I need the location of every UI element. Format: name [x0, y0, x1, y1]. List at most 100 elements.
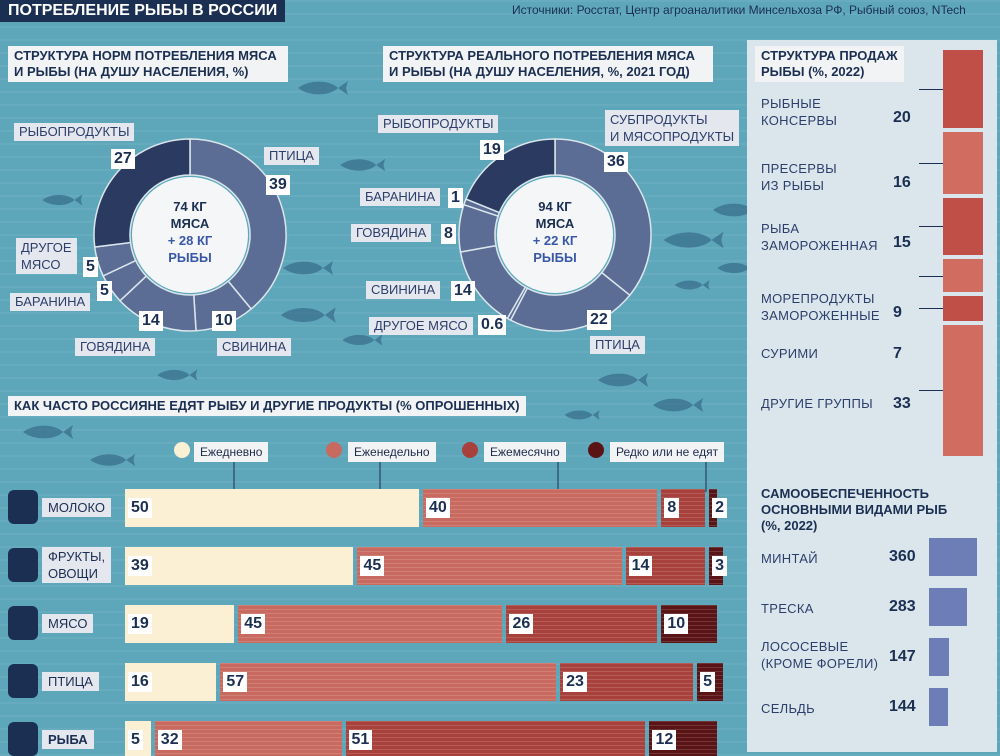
donut-hole	[497, 177, 613, 293]
freq-bar-value: 40	[426, 498, 450, 518]
fish-icon	[342, 334, 383, 346]
donut2-value-pork: 14	[451, 281, 475, 301]
donut2-label-beef: ГОВЯДИНА	[351, 224, 432, 242]
donut1-label-fish: РЫБОПРОДУКТЫ	[14, 123, 135, 141]
sales-bar-segment	[943, 324, 983, 456]
sales-title-line2: РЫБЫ (%, 2022)	[761, 64, 865, 79]
freq-bar-value: 12	[652, 730, 677, 750]
sales-connector	[919, 390, 943, 392]
legend-daily-swatch	[174, 442, 190, 458]
donut1-center-l2: МЯСА	[170, 216, 210, 231]
donut1-title-line2: И РЫБЫ (НА ДУШУ НАСЕЛЕНИЯ, %)	[14, 64, 249, 79]
freq-bar-segment	[357, 547, 622, 585]
donut1-center-l4: РЫБЫ	[168, 250, 212, 265]
donut2-value-lamb: 1	[448, 188, 463, 208]
sales-connector	[919, 308, 943, 310]
donut1-center-l1: 74 КГ	[173, 199, 207, 214]
sales-value: 16	[893, 174, 911, 191]
sales-bar-segment	[943, 50, 983, 128]
freq-bar-value: 5	[128, 730, 143, 750]
donut2-label-other-meat: ДРУГОЕ МЯСО	[369, 317, 473, 335]
legend-weekly-label: Еженедельно	[348, 442, 436, 462]
sales-label: РЫБНЫЕ КОНСЕРВЫ	[761, 95, 837, 129]
donut1-value-beef: 14	[139, 311, 163, 331]
self-title-line3: (%, 2022)	[761, 518, 818, 533]
sales-label-line: МОРЕПРОДУКТЫ	[761, 291, 875, 306]
legend-rare-label: Редко или не едят	[610, 442, 725, 462]
self-bar	[929, 688, 949, 726]
donut-hole	[132, 177, 248, 293]
freq-bar-value: 50	[128, 498, 152, 518]
row-label: МЯСО	[42, 614, 94, 633]
product-icon	[8, 722, 38, 756]
donut1-label-other-meat: ДРУГОЕ МЯСО	[16, 238, 77, 274]
self-label-line: МИНТАЙ	[761, 551, 818, 566]
legend-monthly-label: Ежемесячно	[484, 442, 566, 462]
sales-bar-segment	[943, 259, 983, 292]
row-label: ПТИЦА	[42, 672, 99, 691]
fish-icon	[674, 280, 710, 290]
donut1-label-lamb: БАРАНИНА	[10, 293, 91, 311]
product-icon	[8, 606, 38, 640]
sales-label: РЫБА ЗАМОРОЖЕННАЯ	[761, 220, 878, 254]
donut1-value-lamb: 5	[97, 281, 112, 301]
donut2-label-subproducts: СУБПРОДУКТЫ И МЯСОПРОДУКТЫ	[605, 110, 740, 146]
sales-label-line: ПРЕСЕРВЫ	[761, 161, 837, 176]
donut1-label-beef: ГОВЯДИНА	[75, 338, 156, 356]
fish-icon	[90, 453, 136, 467]
fish-icon	[157, 369, 198, 381]
donut2-label-pork: СВИНИНА	[366, 281, 441, 299]
donut2-center-l3: + 22 КГ	[532, 233, 578, 248]
donut2-center-l4: РЫБЫ	[533, 250, 577, 265]
sales-connector	[919, 226, 943, 228]
sales-value: 15	[893, 234, 911, 251]
sales-label-line: ДРУГИЕ ГРУППЫ	[761, 396, 873, 411]
freq-bar-value: 26	[509, 614, 534, 634]
fish-icon	[340, 158, 386, 172]
sales-label-line: СУРИМИ	[761, 346, 819, 361]
freq-bar-segment	[125, 547, 354, 585]
donut2-label-subproducts-l1: СУБПРОДУКТЫ	[610, 112, 708, 127]
donut2-value-beef: 8	[441, 224, 456, 244]
product-icon	[8, 490, 38, 524]
donut2-label-poultry: ПТИЦА	[590, 336, 645, 354]
donut1-title: СТРУКТУРА НОРМ ПОТРЕБЛЕНИЯ МЯСА И РЫБЫ (…	[8, 46, 288, 82]
donut2-center-l2: МЯСА	[535, 216, 575, 231]
sources-text: Источники: Росстат, Центр агроаналитики …	[512, 3, 966, 17]
row-label-line: РЫБА	[48, 732, 88, 747]
self-label: СЕЛЬДЬ	[761, 700, 815, 717]
freq-bar-value: 32	[157, 730, 182, 750]
donut2-title-line1: СТРУКТУРА РЕАЛЬНОГО ПОТРЕБЛЕНИЯ МЯСА	[389, 48, 696, 63]
row-label-line: МОЛОКО	[48, 500, 105, 515]
freq-bar-value: 10	[664, 614, 689, 634]
donut1-value-fish: 27	[111, 149, 135, 169]
product-icon	[8, 664, 38, 698]
self-label-line: СЕЛЬДЬ	[761, 701, 815, 716]
donut2-value-subproducts: 36	[604, 152, 628, 172]
sales-bar-segment	[943, 296, 983, 321]
sales-label: МОРЕПРОДУКТЫ ЗАМОРОЖЕННЫЕ	[761, 290, 880, 324]
self-bar	[929, 538, 977, 576]
donut2-value-other-meat: 0.6	[478, 315, 507, 335]
freq-bar-segment	[345, 721, 646, 756]
self-label-line: ЛОСОСЕВЫЕ	[761, 639, 849, 654]
page-title: ПОТРЕБЛЕНИЕ РЫБЫ В РОССИИ	[0, 0, 286, 22]
sales-connector	[919, 89, 943, 90]
fish-icon	[598, 373, 648, 387]
freq-bars: МОЛОКО 50 40 8 2 ФРУКТЫ, ОВОЩИ 39 45 14 3 МЯСО 19 45 2…	[0, 485, 745, 756]
self-bar	[929, 588, 967, 626]
donut1-value-other-meat: 5	[83, 257, 98, 277]
donut1-label-poultry: ПТИЦА	[264, 147, 319, 165]
freq-bar-segment	[154, 721, 342, 756]
self-title: САМООБЕСПЕЧЕННОСТЬ ОСНОВНЫМИ ВИДАМИ РЫБ …	[755, 484, 953, 536]
freq-bar-value: 16	[128, 672, 152, 692]
fish-icon	[663, 231, 724, 249]
sales-label-line: РЫБНЫЕ	[761, 96, 822, 111]
legend-daily-label: Ежедневно	[194, 442, 269, 462]
freq-bar-value: 45	[241, 614, 266, 634]
sales-label: СУРИМИ	[761, 345, 818, 362]
freq-bar-value: 39	[128, 556, 152, 576]
sales-label: ДРУГИЕ ГРУППЫ	[761, 395, 873, 412]
sales-value: 9	[893, 304, 902, 321]
donut1-value-poultry: 39	[266, 175, 290, 195]
